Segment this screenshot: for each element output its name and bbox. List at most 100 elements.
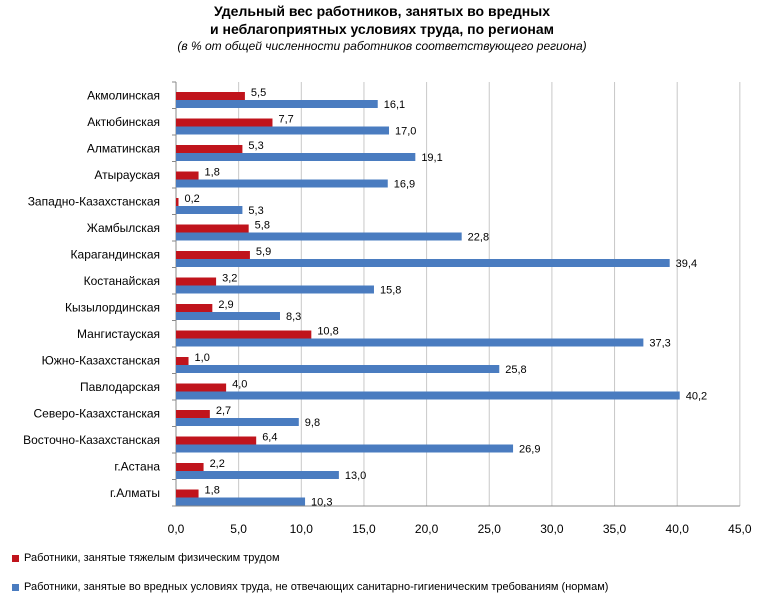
- bar-series2: [176, 285, 374, 294]
- data-label-series1: 4,0: [232, 379, 247, 391]
- x-tick-label: 5,0: [230, 522, 247, 536]
- data-label-series1: 1,8: [205, 167, 220, 179]
- data-label-series1: 5,8: [255, 220, 270, 232]
- bar-series1: [176, 489, 199, 498]
- bar-series1: [176, 357, 189, 365]
- bar-series1: [176, 224, 249, 233]
- data-label-series2: 16,1: [384, 99, 405, 111]
- data-label-series1: 5,3: [248, 140, 263, 152]
- data-label-series2: 8,3: [286, 311, 301, 323]
- data-label-series2: 10,3: [311, 497, 332, 509]
- category-label: Карагандинская: [71, 247, 160, 261]
- bar-series1: [176, 330, 312, 339]
- data-label-series1: 1,8: [205, 485, 220, 497]
- x-tick-label: 15,0: [352, 522, 376, 536]
- x-tick-label: 30,0: [540, 522, 564, 536]
- bar-series2: [176, 365, 500, 373]
- data-label-series1: 10,8: [317, 326, 338, 338]
- chart-title-line1: Удельный вес работников, занятых во вред…: [213, 3, 551, 19]
- data-label-series2: 15,8: [380, 285, 401, 297]
- category-label: Алматинская: [87, 141, 160, 155]
- bar-series1: [176, 383, 227, 392]
- data-label-series2: 40,2: [686, 391, 707, 403]
- category-label: г.Алматы: [110, 486, 160, 500]
- bar-series1: [176, 410, 210, 418]
- bar-series2: [176, 259, 670, 267]
- legend-swatch-series2: [12, 583, 19, 591]
- category-label: Атырауская: [94, 168, 160, 182]
- bar-series1: [176, 304, 213, 312]
- category-label: Южно-Казахстанская: [42, 353, 160, 367]
- data-label-series1: 0,2: [185, 193, 200, 205]
- data-label-series1: 2,9: [218, 299, 233, 311]
- bar-series2: [176, 232, 462, 241]
- data-label-series1: 3,2: [222, 273, 237, 285]
- bar-chart: 0,0 5,0 10,0 15,0 20,0 25,0 30,0 35,0 40,0 45,0 Ак…: [23, 81, 752, 536]
- data-label-series2: 16,9: [394, 179, 415, 191]
- bar-series2: [176, 338, 644, 347]
- data-label-series2: 9,8: [305, 417, 320, 429]
- legend-label-series2: Работники, занятые во вредных условиях т…: [24, 581, 609, 593]
- x-tick-label: 20,0: [415, 522, 439, 536]
- category-label: Костанайская: [84, 274, 160, 288]
- bar-series2: [176, 391, 680, 400]
- bar-series1: [176, 118, 273, 127]
- bar-series2: [176, 153, 416, 161]
- bar-series1: [176, 171, 199, 180]
- x-tick-label: 45,0: [728, 522, 752, 536]
- data-label-series2: 25,8: [505, 364, 526, 376]
- bar-series2: [176, 471, 339, 479]
- x-tick-label: 10,0: [290, 522, 314, 536]
- bar-series1: [176, 436, 257, 445]
- data-label-series1: 1,0: [195, 352, 210, 364]
- bar-series2: [176, 179, 388, 188]
- chart-subtitle: (в % от общей численности работников соо…: [177, 39, 587, 53]
- data-label-series2: 19,1: [421, 152, 442, 164]
- legend-item-series1: Работники, занятые тяжелым физическим тр…: [12, 551, 280, 565]
- category-label: Восточно-Казахстанская: [23, 433, 160, 447]
- data-label-series2: 13,0: [345, 470, 366, 482]
- bar-series1: [176, 145, 243, 153]
- bar-series2: [176, 312, 280, 320]
- bar-series2: [176, 100, 378, 108]
- bar-series1: [176, 92, 245, 100]
- bar-series2: [176, 418, 299, 426]
- data-label-series1: 5,5: [251, 87, 266, 99]
- bar-series2: [176, 444, 514, 453]
- data-label-series1: 5,9: [256, 246, 271, 258]
- data-label-series2: 37,3: [649, 338, 670, 350]
- data-label-series1: 2,2: [210, 458, 225, 470]
- data-label-series2: 39,4: [676, 258, 697, 270]
- x-tick-label: 0,0: [168, 522, 185, 536]
- category-label: г.Астана: [114, 459, 160, 473]
- bar-series1: [176, 251, 250, 259]
- legend-item-series2: Работники, занятые во вредных условиях т…: [12, 580, 608, 594]
- chart-title-line2: и неблагоприятных условиях труда, по рег…: [210, 21, 554, 37]
- category-label: Акмолинская: [87, 88, 160, 102]
- bar-series2: [176, 206, 243, 214]
- x-tick-label: 35,0: [603, 522, 627, 536]
- data-label-series1: 7,7: [278, 114, 293, 126]
- category-label: Северо-Казахстанская: [33, 406, 160, 420]
- x-tick-label: 25,0: [478, 522, 502, 536]
- data-label-series1: 6,4: [262, 432, 277, 444]
- legend-label-series1: Работники, занятые тяжелым физическим тр…: [24, 552, 280, 564]
- data-label-series2: 22,8: [468, 232, 489, 244]
- bar-series2: [176, 126, 390, 135]
- legend-swatch-series1: [12, 554, 19, 562]
- bar-series2: [176, 497, 306, 506]
- category-label: Жамбылская: [87, 221, 160, 235]
- category-label: Павлодарская: [80, 380, 160, 394]
- category-label: Западно-Казахстанская: [28, 194, 160, 208]
- data-label-series2: 26,9: [519, 444, 540, 456]
- bar-series1: [176, 463, 204, 471]
- category-label: Кызылординская: [65, 300, 160, 314]
- category-label: Мангистауская: [77, 327, 160, 341]
- bar-series1: [176, 198, 179, 206]
- category-label: Актюбинская: [87, 115, 160, 129]
- x-tick-label: 40,0: [666, 522, 690, 536]
- bar-series1: [176, 277, 217, 286]
- data-label-series2: 5,3: [248, 205, 263, 217]
- data-label-series1: 2,7: [216, 405, 231, 417]
- data-label-series2: 17,0: [395, 126, 416, 138]
